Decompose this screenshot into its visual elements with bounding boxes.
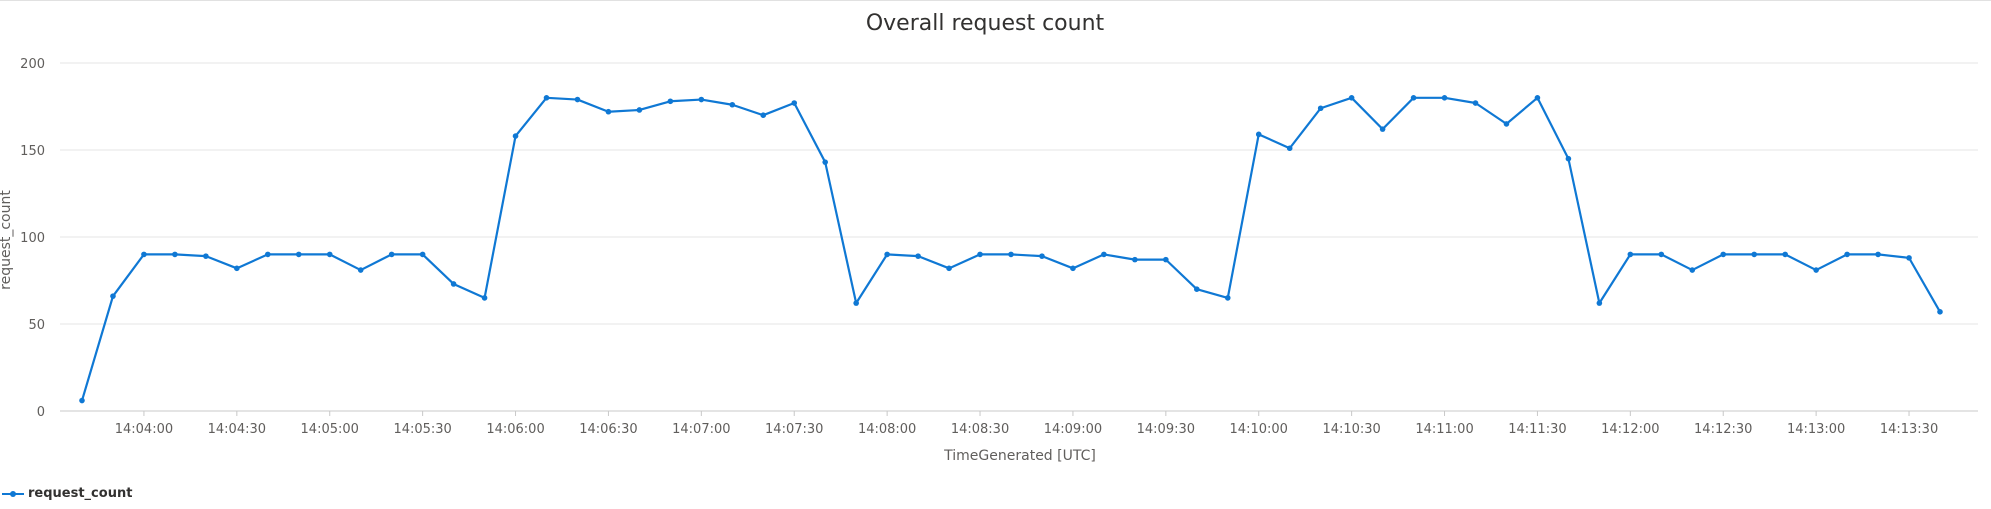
data-point[interactable] <box>884 251 890 258</box>
x-tick-label: 14:04:30 <box>208 422 266 437</box>
x-tick-label: 14:11:30 <box>1508 422 1566 437</box>
x-tick-label: 14:09:00 <box>1044 422 1102 437</box>
data-point[interactable] <box>543 95 550 101</box>
data-point[interactable] <box>419 251 426 258</box>
data-point[interactable] <box>1317 105 1324 112</box>
x-tick-label: 14:13:30 <box>1880 422 1938 437</box>
data-point[interactable] <box>481 295 488 301</box>
data-point[interactable] <box>1689 267 1696 273</box>
y-tick-label: 50 <box>28 318 45 333</box>
data-point[interactable] <box>1720 251 1727 258</box>
data-point[interactable] <box>1503 121 1510 127</box>
legend-label-request-count: request_count <box>28 486 133 501</box>
data-point[interactable] <box>1751 251 1757 258</box>
data-point[interactable] <box>1379 126 1386 132</box>
series-layer <box>79 95 1943 404</box>
x-axis-ticks: 14:04:00 14:04:30 14:05:00 14:05:30 14:06:00… <box>115 411 1938 437</box>
data-point[interactable] <box>636 107 643 113</box>
x-tick-label: 14:13:00 <box>1787 422 1845 437</box>
data-point[interactable] <box>1906 255 1912 261</box>
data-point[interactable] <box>295 251 302 258</box>
data-point[interactable] <box>977 251 983 258</box>
x-tick-label: 14:10:30 <box>1322 422 1380 437</box>
x-tick-label: 14:07:30 <box>765 422 823 437</box>
data-point[interactable] <box>760 112 767 118</box>
data-point[interactable] <box>791 100 798 106</box>
x-tick-label: 14:08:30 <box>951 422 1009 437</box>
data-point[interactable] <box>1565 155 1572 162</box>
data-point[interactable] <box>698 96 705 103</box>
grid <box>60 62 1978 412</box>
data-point[interactable] <box>1255 131 1262 138</box>
data-point[interactable] <box>1596 300 1603 306</box>
data-point[interactable] <box>1070 265 1076 272</box>
data-point[interactable] <box>326 251 333 258</box>
data-point[interactable] <box>357 267 364 273</box>
y-axis-ticks: 0 50 100 150 200 <box>20 57 45 420</box>
data-point[interactable] <box>1813 267 1819 273</box>
x-tick-label: 14:04:00 <box>115 422 173 437</box>
x-tick-label: 14:10:00 <box>1230 422 1288 437</box>
x-axis-title: TimeGenerated [UTC] <box>943 448 1096 464</box>
data-point[interactable] <box>1224 295 1231 301</box>
data-point[interactable] <box>574 96 581 103</box>
data-point[interactable] <box>1008 251 1014 258</box>
x-tick-label: 14:12:00 <box>1601 422 1659 437</box>
data-point[interactable] <box>1163 256 1169 263</box>
data-point[interactable] <box>1627 251 1634 258</box>
data-point[interactable] <box>1534 95 1541 101</box>
data-point[interactable] <box>1472 100 1479 106</box>
data-point[interactable] <box>822 159 828 165</box>
data-point[interactable] <box>1348 95 1355 101</box>
data-point[interactable] <box>110 293 116 299</box>
data-point[interactable] <box>265 251 271 258</box>
data-point[interactable] <box>1410 95 1417 101</box>
data-point[interactable] <box>1194 286 1200 293</box>
x-tick-label: 14:06:00 <box>486 422 544 437</box>
chart-title: Overall request count <box>866 11 1105 36</box>
x-tick-label: 14:05:00 <box>301 422 359 437</box>
data-point[interactable] <box>605 108 612 115</box>
legend-marker-icon <box>2 488 24 500</box>
data-point[interactable] <box>853 300 859 306</box>
x-tick-label: 14:11:00 <box>1415 422 1473 437</box>
data-point[interactable] <box>946 265 952 272</box>
y-axis-title: request_count <box>0 190 14 290</box>
data-point[interactable] <box>172 251 178 258</box>
data-point[interactable] <box>1286 145 1293 152</box>
data-point[interactable] <box>667 98 674 105</box>
data-point[interactable] <box>234 265 240 272</box>
data-point[interactable] <box>1844 251 1850 258</box>
y-tick-label: 150 <box>20 144 45 159</box>
x-tick-label: 14:06:30 <box>579 422 637 437</box>
line-chart: Overall request count 0 50 100 150 200 14:04… <box>0 11 1978 464</box>
data-point[interactable] <box>388 251 395 258</box>
data-point[interactable] <box>141 251 147 258</box>
x-tick-label: 14:05:30 <box>393 422 451 437</box>
data-point[interactable] <box>915 253 921 259</box>
y-tick-label: 0 <box>37 405 45 420</box>
x-tick-label: 14:07:00 <box>672 422 730 437</box>
data-point[interactable] <box>512 133 519 139</box>
x-tick-label: 14:09:30 <box>1137 422 1195 437</box>
data-point[interactable] <box>1937 309 1943 315</box>
data-point[interactable] <box>1875 251 1881 258</box>
top-border <box>0 0 1991 1</box>
data-point[interactable] <box>1132 256 1138 263</box>
y-tick-label: 100 <box>20 231 45 246</box>
data-point[interactable] <box>203 253 209 259</box>
data-point[interactable] <box>1039 253 1045 259</box>
data-point[interactable] <box>450 281 457 287</box>
data-point[interactable] <box>1658 251 1665 258</box>
data-point[interactable] <box>1782 251 1788 258</box>
data-point[interactable] <box>729 101 736 108</box>
data-point[interactable] <box>1101 251 1107 258</box>
x-tick-label: 14:08:00 <box>858 422 916 437</box>
y-tick-label: 200 <box>20 57 45 72</box>
x-tick-label: 14:12:30 <box>1694 422 1752 437</box>
legend[interactable]: request_count <box>0 486 132 501</box>
data-point[interactable] <box>1441 95 1448 101</box>
data-point[interactable] <box>79 397 85 404</box>
series-line-request_count <box>80 96 1941 401</box>
